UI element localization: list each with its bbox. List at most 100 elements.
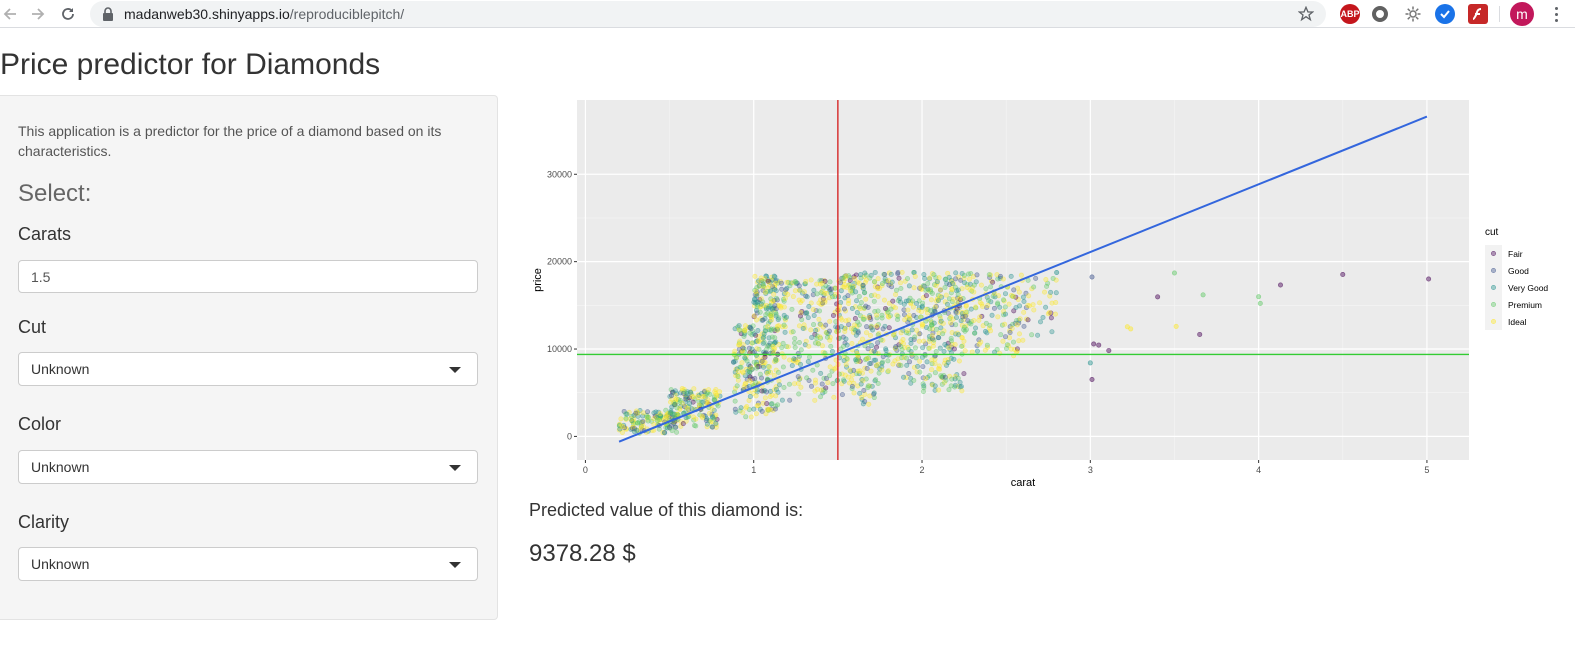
check-extension-icon[interactable] [1435, 4, 1455, 24]
data-point [760, 335, 766, 341]
data-point [713, 420, 719, 426]
carats-input[interactable] [18, 260, 478, 293]
address-bar[interactable]: madanweb30.shinyapps.io/reproduciblepitc… [90, 1, 1326, 27]
flash-extension-icon[interactable] [1468, 4, 1488, 24]
data-point [968, 321, 974, 327]
data-point [1018, 272, 1024, 278]
data-point [795, 374, 801, 380]
data-point [904, 362, 910, 368]
data-point [919, 303, 925, 309]
legend-swatch [1490, 285, 1496, 291]
data-point [862, 270, 868, 276]
data-point [841, 306, 847, 312]
more-menu-icon[interactable] [1548, 3, 1564, 25]
data-point [819, 381, 825, 387]
data-point [1089, 377, 1095, 383]
data-point [1025, 302, 1031, 308]
data-point [926, 373, 932, 379]
legend-key [1485, 279, 1502, 296]
arrow-right-icon[interactable] [26, 3, 48, 25]
data-point [764, 401, 770, 407]
data-point [905, 298, 911, 304]
data-point [961, 324, 967, 330]
data-point [854, 310, 860, 316]
data-point [765, 324, 771, 330]
data-point [773, 356, 779, 362]
data-point [1013, 304, 1019, 310]
data-point [968, 306, 974, 312]
data-point [864, 365, 870, 371]
data-point [754, 293, 760, 299]
data-point [759, 388, 765, 394]
data-point [734, 383, 740, 389]
data-point [870, 327, 876, 333]
data-point [849, 383, 855, 389]
data-point [1021, 323, 1027, 329]
data-point [764, 370, 770, 376]
adblock-icon[interactable]: ABP [1340, 4, 1360, 24]
predicted-value: 9378.28 $ [529, 540, 636, 567]
data-point [955, 287, 961, 293]
data-point [769, 401, 775, 407]
circle-extension-icon[interactable] [1372, 6, 1388, 22]
data-point [899, 355, 905, 361]
data-point [672, 401, 678, 407]
data-point [685, 405, 691, 411]
toolbar-divider [1499, 6, 1500, 22]
data-point [858, 272, 864, 278]
data-point [871, 279, 877, 285]
data-point [874, 344, 880, 350]
data-point [906, 283, 912, 289]
data-point [937, 345, 943, 351]
data-point [893, 291, 899, 297]
y-tick-label: 0 [567, 431, 572, 441]
data-point [624, 411, 630, 417]
color-select[interactable]: Unknown [18, 450, 478, 484]
data-point [714, 392, 720, 398]
data-point [796, 340, 802, 346]
data-point [952, 373, 958, 379]
data-point [779, 397, 785, 403]
data-point [988, 328, 994, 334]
data-point [634, 427, 640, 433]
y-tick-label: 30000 [547, 169, 572, 179]
data-point [827, 373, 833, 379]
data-point [879, 367, 885, 373]
data-point [873, 377, 879, 383]
gear-extension-icon[interactable] [1403, 4, 1423, 24]
clarity-select[interactable]: Unknown [18, 547, 478, 581]
data-point [1025, 317, 1031, 323]
data-point [919, 321, 925, 327]
data-point [825, 380, 831, 386]
data-point [785, 344, 791, 350]
data-point [921, 338, 927, 344]
data-point [888, 306, 894, 312]
data-point [906, 371, 912, 377]
data-point [782, 329, 788, 335]
url-path: /reproduciblepitch/ [289, 6, 405, 22]
data-point [871, 357, 877, 363]
data-point [822, 290, 828, 296]
star-icon[interactable] [1297, 5, 1315, 27]
arrow-left-icon[interactable] [0, 3, 22, 25]
data-point [653, 409, 659, 415]
data-point [936, 387, 942, 393]
data-point [811, 313, 817, 319]
caret-down-icon [449, 562, 461, 568]
legend-key [1485, 262, 1502, 279]
data-point [671, 420, 677, 426]
data-point [1002, 321, 1008, 327]
data-point [1025, 277, 1031, 283]
data-point [759, 358, 765, 364]
data-point [863, 330, 869, 336]
data-point [967, 287, 973, 293]
data-point [844, 342, 850, 348]
data-point [956, 332, 962, 338]
y-tick-label: 10000 [547, 344, 572, 354]
reload-icon[interactable] [57, 3, 79, 25]
cut-select[interactable]: Unknown [18, 352, 478, 386]
data-point [873, 363, 879, 369]
profile-avatar[interactable]: m [1510, 2, 1534, 26]
data-point [836, 328, 842, 334]
data-point [743, 414, 749, 420]
